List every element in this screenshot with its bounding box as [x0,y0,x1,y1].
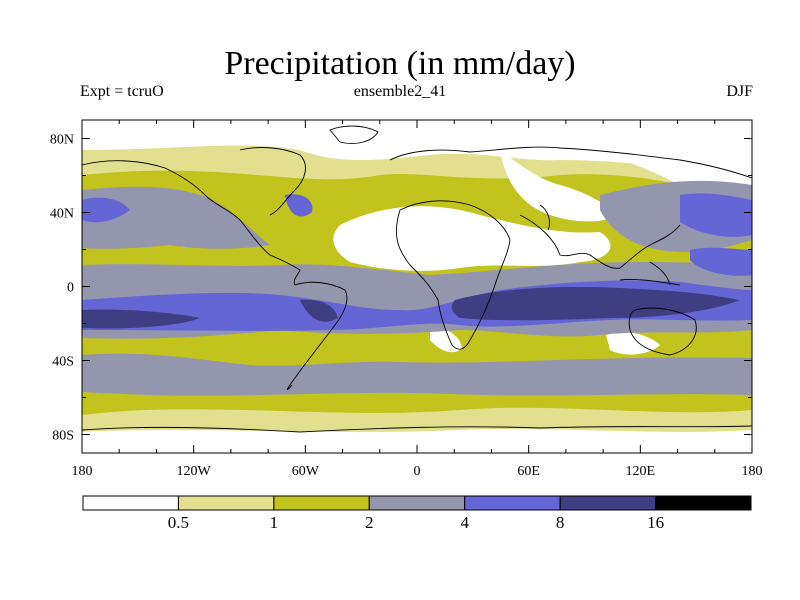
colorbar-swatch [559,495,657,511]
lat-tick-label: 80S [52,429,74,444]
season-label: DJF [726,83,753,100]
lon-tick-label: 0 [414,464,421,479]
colorbar-label: 1 [270,513,279,532]
coastlines [82,125,752,433]
chart-title: Precipitation (in mm/day) [224,45,576,82]
colorbar-label: 16 [647,513,664,532]
lat-axis: 80N 40N 0 40S 80S [50,133,74,444]
colorbar-labels: 0.5 1 2 4 8 16 [168,513,664,532]
lon-tick-label: 120E [626,464,656,479]
ensemble-label: ensemble2_41 [353,83,447,100]
colorbar-label: 2 [365,513,374,532]
colorbar-swatch [82,495,179,511]
colorbar-swatch [464,495,561,511]
colorbar-swatch [273,495,370,511]
lat-tick-label: 40S [52,355,74,370]
lat-tick-label: 0 [67,281,74,296]
precip-field [82,120,752,453]
colorbar-label: 0.5 [168,513,189,532]
colorbar [82,495,752,511]
lat-tick-label: 80N [50,133,74,148]
colorbar-swatch [655,495,752,511]
lon-tick-label: 60W [292,464,320,479]
colorbar-swatch [177,495,275,511]
lat-tick-label: 40N [50,207,74,222]
lon-tick-label: 60E [517,464,540,479]
experiment-label: Expt = tcruO [80,83,164,100]
lon-tick-label: 180 [742,464,763,479]
tick-marks [81,120,753,453]
colorbar-label: 4 [460,513,469,532]
lon-tick-label: 120W [177,464,212,479]
colorbar-swatch [368,495,466,511]
lon-tick-label: 180 [72,464,93,479]
lon-axis: 180 120W 60W 0 60E 120E 180 [72,464,763,479]
colorbar-label: 8 [556,513,565,532]
